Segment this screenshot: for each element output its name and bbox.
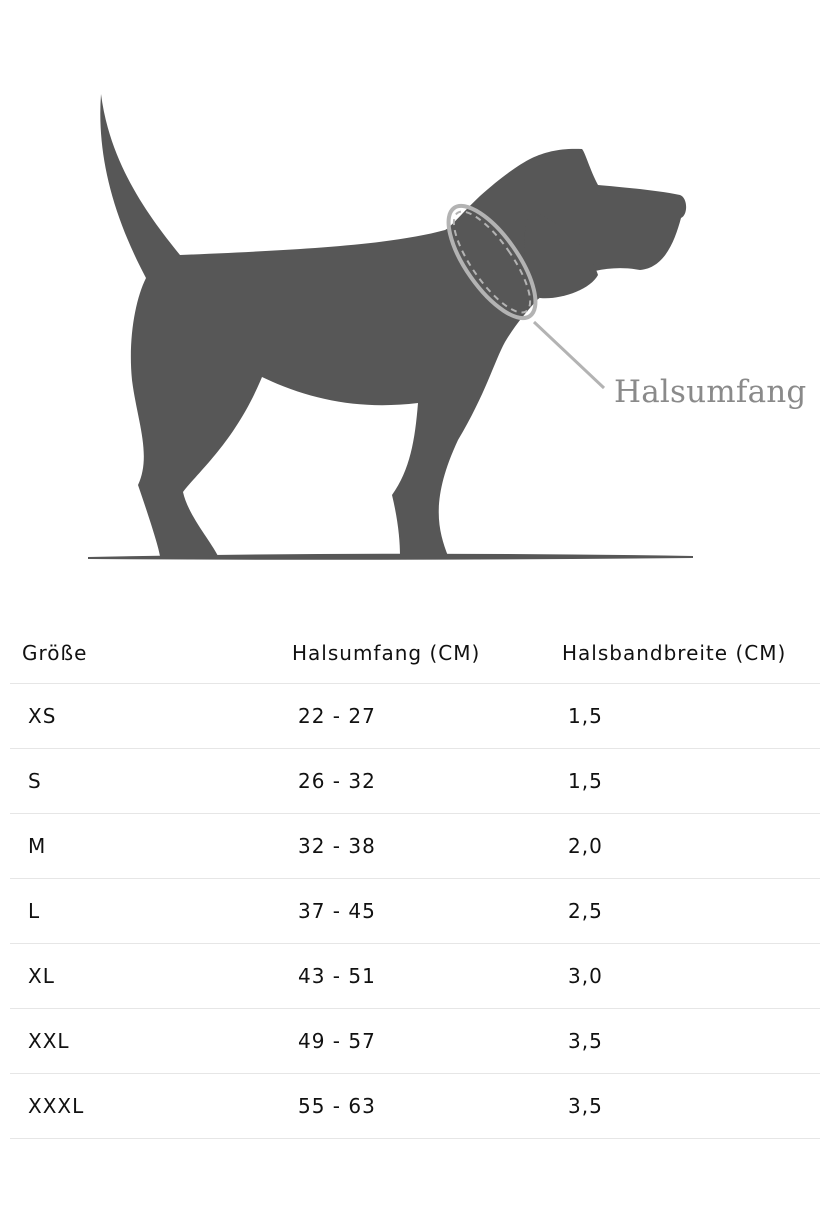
table-row: M 32 - 38 2,0	[10, 813, 820, 879]
cell-size: XL	[10, 943, 292, 1009]
collar-ring	[446, 203, 538, 321]
header-neck-circumference: Halsumfang (CM)	[292, 622, 562, 684]
cell-neck: 49 - 57	[292, 1008, 562, 1074]
cell-size: XS	[10, 683, 292, 749]
header-size: Größe	[10, 622, 292, 684]
ground-line	[88, 553, 693, 560]
table-header-row: Größe Halsumfang (CM) Halsbandbreite (CM…	[10, 622, 820, 684]
table-row: XXL 49 - 57 3,5	[10, 1008, 820, 1074]
cell-size: XXXL	[10, 1073, 292, 1139]
dog-neck-illustration: Halsumfang	[0, 0, 840, 590]
cell-neck: 37 - 45	[292, 878, 562, 944]
label-leader-line	[532, 320, 606, 390]
cell-width: 1,5	[562, 683, 820, 749]
cell-neck: 26 - 32	[292, 748, 562, 814]
cell-width: 3,5	[562, 1073, 820, 1139]
table-row: L 37 - 45 2,5	[10, 878, 820, 944]
cell-width: 3,0	[562, 943, 820, 1009]
dog-silhouette	[100, 94, 687, 556]
cell-neck: 32 - 38	[292, 813, 562, 879]
cell-size: S	[10, 748, 292, 814]
cell-width: 1,5	[562, 748, 820, 814]
cell-size: XXL	[10, 1008, 292, 1074]
table-row: XL 43 - 51 3,0	[10, 943, 820, 1009]
collar-dashed-back	[452, 210, 532, 314]
dog-silhouette-graphic	[88, 94, 693, 560]
cell-width: 3,5	[562, 1008, 820, 1074]
table-row: XS 22 - 27 1,5	[10, 683, 820, 749]
cell-width: 2,5	[562, 878, 820, 944]
cell-width: 2,0	[562, 813, 820, 879]
table-row: XXXL 55 - 63 3,5	[10, 1073, 820, 1139]
cell-neck: 55 - 63	[292, 1073, 562, 1139]
table-row: S 26 - 32 1,5	[10, 748, 820, 814]
cell-neck: 22 - 27	[292, 683, 562, 749]
cell-neck: 43 - 51	[292, 943, 562, 1009]
cell-size: L	[10, 878, 292, 944]
cell-size: M	[10, 813, 292, 879]
dog-ear	[524, 210, 598, 299]
neck-circumference-label: Halsumfang	[614, 374, 807, 410]
header-collar-width: Halsbandbreite (CM)	[562, 622, 820, 684]
size-chart-table: Größe Halsumfang (CM) Halsbandbreite (CM…	[10, 622, 820, 1139]
